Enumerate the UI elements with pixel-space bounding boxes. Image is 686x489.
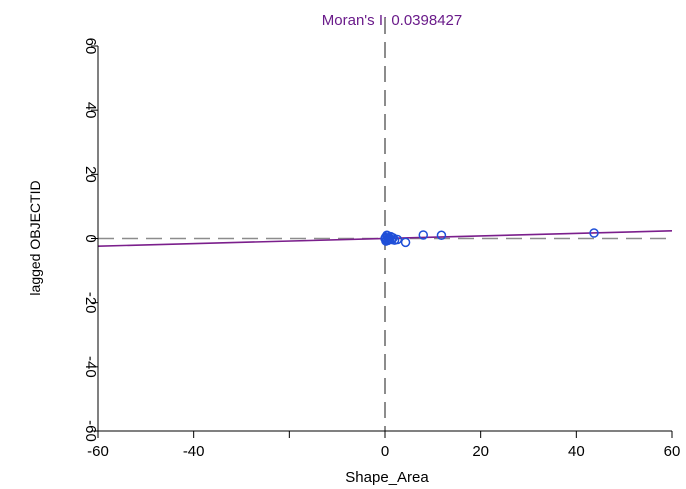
y-axis-ticks: -60 -40 -20 0 20 40 60 [82,38,99,442]
y-axis-label: lagged OBJECTID [27,180,43,295]
y-tick-label: 0 [82,234,99,242]
x-tick-label: -40 [183,443,205,460]
y-tick-label: -60 [82,420,99,442]
y-tick-label: 60 [82,38,99,55]
x-tick-label: 20 [472,443,489,460]
data-point [402,238,410,246]
x-axis-ticks: -60 -40 0 20 40 60 [87,431,680,460]
x-tick-label: 0 [381,443,389,460]
y-tick-label: -40 [82,356,99,378]
reference-lines [98,18,672,431]
x-tick-label: 60 [664,443,681,460]
y-tick-label: -20 [82,292,99,314]
y-tick-label: 40 [82,102,99,119]
y-tick-label: 20 [82,166,99,183]
chart-title: Moran's I: 0.0398427 [322,12,462,29]
x-tick-label: -60 [87,443,109,460]
x-axis-label: Shape_Area [345,469,429,486]
x-tick-label: 40 [568,443,585,460]
